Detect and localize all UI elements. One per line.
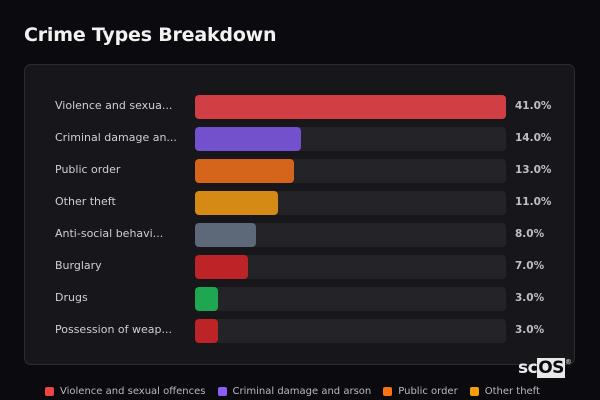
scos-logo: scOS® xyxy=(518,358,572,378)
bar-label: Other theft xyxy=(55,195,116,208)
logo-os: OS xyxy=(537,358,565,378)
bar-fill[interactable] xyxy=(195,255,249,279)
bar-value: 11.0% xyxy=(515,196,552,208)
legend-swatch-icon xyxy=(469,387,479,396)
bar-value: 41.0% xyxy=(515,100,552,112)
bar-label: Public order xyxy=(55,163,121,176)
bar-track xyxy=(195,319,506,343)
bar-fill[interactable] xyxy=(195,191,279,215)
bar-label: Burglary xyxy=(55,259,102,272)
bar-row: Public order 13.0% xyxy=(25,159,574,183)
legend-item[interactable]: Public order xyxy=(383,386,458,397)
logo-sc: sc xyxy=(518,358,538,378)
bar-row: Other theft 11.0% xyxy=(25,191,574,215)
chart-legend: Violence and sexual offences Criminal dam… xyxy=(45,386,540,397)
bar-row: Violence and sexua... 41.0% xyxy=(25,95,574,119)
legend-label: Criminal damage and arson xyxy=(232,386,372,397)
bar-track xyxy=(195,287,506,311)
bar-row: Anti-social behavi... 8.0% xyxy=(25,223,574,247)
bar-track xyxy=(195,223,506,247)
legend-label: Public order xyxy=(398,386,458,397)
legend-swatch-icon xyxy=(45,387,54,396)
bar-label: Anti-social behavi... xyxy=(55,227,164,240)
legend-item[interactable]: Violence and sexual offences xyxy=(45,386,206,397)
legend-label: Violence and sexual offences xyxy=(60,386,206,397)
bar-value: 3.0% xyxy=(515,292,545,304)
legend-item[interactable]: Criminal damage and arson xyxy=(217,386,372,397)
bar-fill[interactable] xyxy=(195,127,302,151)
bar-value: 8.0% xyxy=(515,228,545,240)
bar-fill[interactable] xyxy=(195,95,506,119)
bar-label: Possession of weap... xyxy=(55,323,172,336)
bar-value: 3.0% xyxy=(515,324,545,336)
legend-swatch-icon xyxy=(383,387,393,396)
bar-fill[interactable] xyxy=(195,159,294,183)
bar-fill[interactable] xyxy=(195,223,256,247)
bar-track xyxy=(195,255,506,279)
bar-label: Drugs xyxy=(55,291,88,304)
bar-row: Criminal damage an... 14.0% xyxy=(25,127,574,151)
bar-row: Possession of weap... 3.0% xyxy=(25,319,574,343)
bar-fill[interactable] xyxy=(195,287,218,311)
registered-mark: ® xyxy=(564,358,572,366)
bar-track xyxy=(195,95,506,119)
bar-row: Drugs 3.0% xyxy=(25,287,574,311)
bar-value: 7.0% xyxy=(515,260,545,272)
chart-panel: Violence and sexua... 41.0% Criminal damag… xyxy=(24,64,575,365)
legend-item[interactable]: Other theft xyxy=(469,386,540,397)
bar-track xyxy=(195,159,506,183)
bar-value: 14.0% xyxy=(515,132,552,144)
bar-track xyxy=(195,191,506,215)
bar-fill[interactable] xyxy=(195,319,218,343)
bar-row: Burglary 7.0% xyxy=(25,255,574,279)
bar-value: 13.0% xyxy=(515,164,552,176)
bar-label: Criminal damage an... xyxy=(55,131,177,144)
chart-title: Crime Types Breakdown xyxy=(24,24,277,46)
legend-swatch-icon xyxy=(217,387,227,396)
legend-label: Other theft xyxy=(484,386,540,397)
bar-track xyxy=(195,127,506,151)
bar-label: Violence and sexua... xyxy=(55,99,173,112)
